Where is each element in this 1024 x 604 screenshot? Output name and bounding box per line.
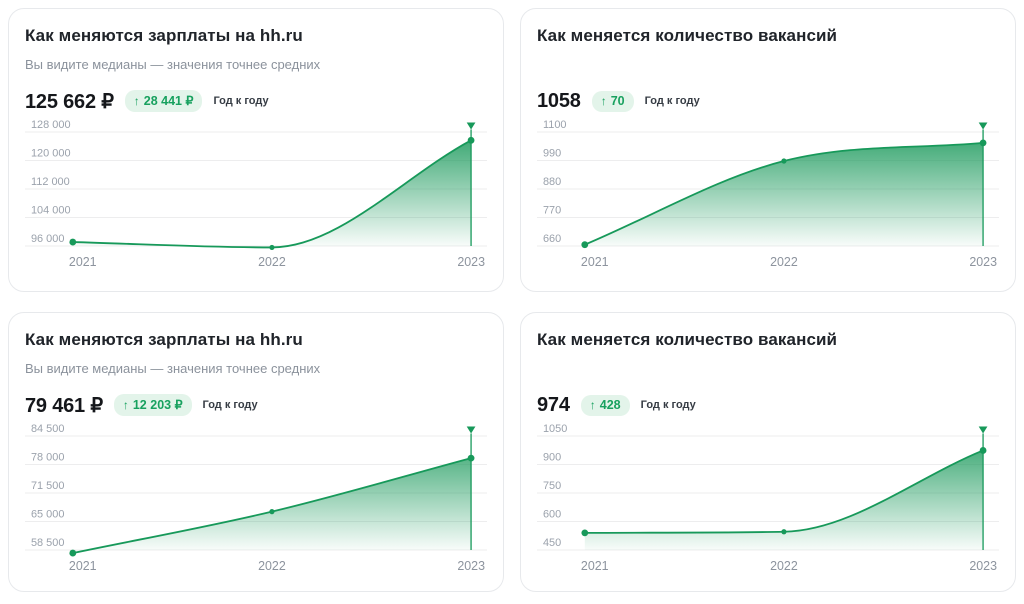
svg-text:128 000: 128 000 (31, 120, 71, 131)
svg-text:58 500: 58 500 (31, 537, 64, 549)
arrow-up-icon: ↑ (600, 93, 607, 108)
salary-stat-card-top: Как меняются зарплаты на hh.ru Вы видите… (8, 8, 504, 292)
svg-text:2023: 2023 (969, 559, 997, 573)
svg-text:112 000: 112 000 (31, 176, 70, 188)
card-subtitle: Вы видите медианы — значения точнее сред… (25, 361, 321, 376)
svg-text:2022: 2022 (770, 559, 798, 573)
card-subtitle (537, 57, 999, 73)
svg-text:96 000: 96 000 (31, 233, 64, 245)
svg-text:1050: 1050 (543, 424, 567, 435)
change-value: 28 441 ₽ (143, 94, 194, 108)
value-row: 974 ↑ 428 Год к году (537, 392, 999, 418)
salary-stat-card-bottom: Как меняются зарплаты на hh.ru Вы видите… (8, 312, 504, 592)
svg-text:65 000: 65 000 (31, 508, 64, 520)
chart-area: 84 500 78 000 71 500 65 000 58 500 2021 2022 20… (25, 424, 487, 583)
salary-trend-chart: 84 500 78 000 71 500 65 000 58 500 2021 2022 20… (25, 424, 487, 573)
arrow-up-icon: ↑ (122, 397, 129, 412)
card-title: Как меняется количество вакансий (537, 26, 838, 45)
svg-text:78 000: 78 000 (31, 451, 64, 463)
period-label: Год к году (213, 95, 269, 107)
vacancies-trend-chart: 1100 990 880 770 660 2021 2022 2023 (537, 120, 999, 269)
svg-text:2021: 2021 (69, 255, 97, 269)
svg-text:2021: 2021 (581, 559, 609, 573)
change-badge: ↑ 70 (591, 90, 634, 112)
period-label: Год к году (640, 399, 696, 411)
svg-text:2022: 2022 (770, 255, 798, 269)
current-value: 974 (537, 393, 570, 416)
value-row: 79 461 ₽ ↑ 12 203 ₽ Год к году (25, 392, 487, 418)
chart-area: 1050 900 750 600 450 2021 2022 2023 (537, 424, 999, 583)
svg-text:2021: 2021 (69, 559, 97, 573)
card-title: Как меняются зарплаты на hh.ru (25, 26, 303, 45)
current-value: 1058 (537, 89, 581, 112)
arrow-up-icon: ↑ (589, 397, 596, 412)
svg-text:880: 880 (543, 176, 561, 188)
svg-text:900: 900 (543, 451, 561, 463)
svg-text:660: 660 (543, 233, 561, 245)
svg-text:2023: 2023 (969, 255, 997, 269)
value-row: 125 662 ₽ ↑ 28 441 ₽ Год к году (25, 88, 487, 114)
value-row: 1058 ↑ 70 Год к году (537, 88, 999, 114)
svg-text:750: 750 (543, 480, 561, 492)
card-subtitle: Вы видите медианы — значения точнее сред… (25, 57, 321, 72)
svg-text:770: 770 (543, 204, 561, 216)
svg-text:2023: 2023 (457, 559, 485, 573)
svg-text:1100: 1100 (543, 120, 567, 131)
vacancy-stat-card-top: Как меняется количество вакансий 1058 ↑ … (520, 8, 1016, 292)
card-title: Как меняются зарплаты на hh.ru (25, 330, 303, 349)
change-value: 70 (610, 93, 625, 108)
change-value: 428 (599, 397, 621, 412)
current-value: 125 662 ₽ (25, 90, 114, 113)
vacancy-stat-card-bottom: Как меняется количество вакансий 974 ↑ 4… (520, 312, 1016, 592)
current-value: 79 461 ₽ (25, 394, 103, 417)
svg-text:2021: 2021 (581, 255, 609, 269)
change-value: 12 203 ₽ (132, 398, 183, 412)
card-subtitle (537, 361, 999, 377)
chart-area: 128 000 120 000 112 000 104 000 96 000 2021 20… (25, 120, 487, 283)
svg-text:120 000: 120 000 (31, 147, 71, 159)
svg-text:450: 450 (543, 537, 561, 549)
svg-text:84 500: 84 500 (31, 424, 64, 435)
vacancies-trend-chart: 1050 900 750 600 450 2021 2022 2023 (537, 424, 999, 573)
change-badge: ↑ 12 203 ₽ (113, 394, 192, 416)
svg-text:990: 990 (543, 147, 561, 159)
change-badge: ↑ 28 441 ₽ (124, 90, 203, 112)
card-title: Как меняется количество вакансий (537, 330, 838, 349)
svg-text:2023: 2023 (457, 255, 485, 269)
svg-text:600: 600 (543, 508, 561, 520)
period-label: Год к году (644, 95, 700, 107)
period-label: Год к году (202, 399, 258, 411)
change-badge: ↑ 428 (580, 394, 630, 416)
chart-area: 1100 990 880 770 660 2021 2022 2023 (537, 120, 999, 283)
svg-text:104 000: 104 000 (31, 204, 71, 216)
svg-text:71 500: 71 500 (31, 480, 64, 492)
svg-text:2022: 2022 (258, 255, 286, 269)
arrow-up-icon: ↑ (133, 93, 140, 108)
salary-trend-chart: 128 000 120 000 112 000 104 000 96 000 2021 20… (25, 120, 487, 269)
svg-text:2022: 2022 (258, 559, 286, 573)
